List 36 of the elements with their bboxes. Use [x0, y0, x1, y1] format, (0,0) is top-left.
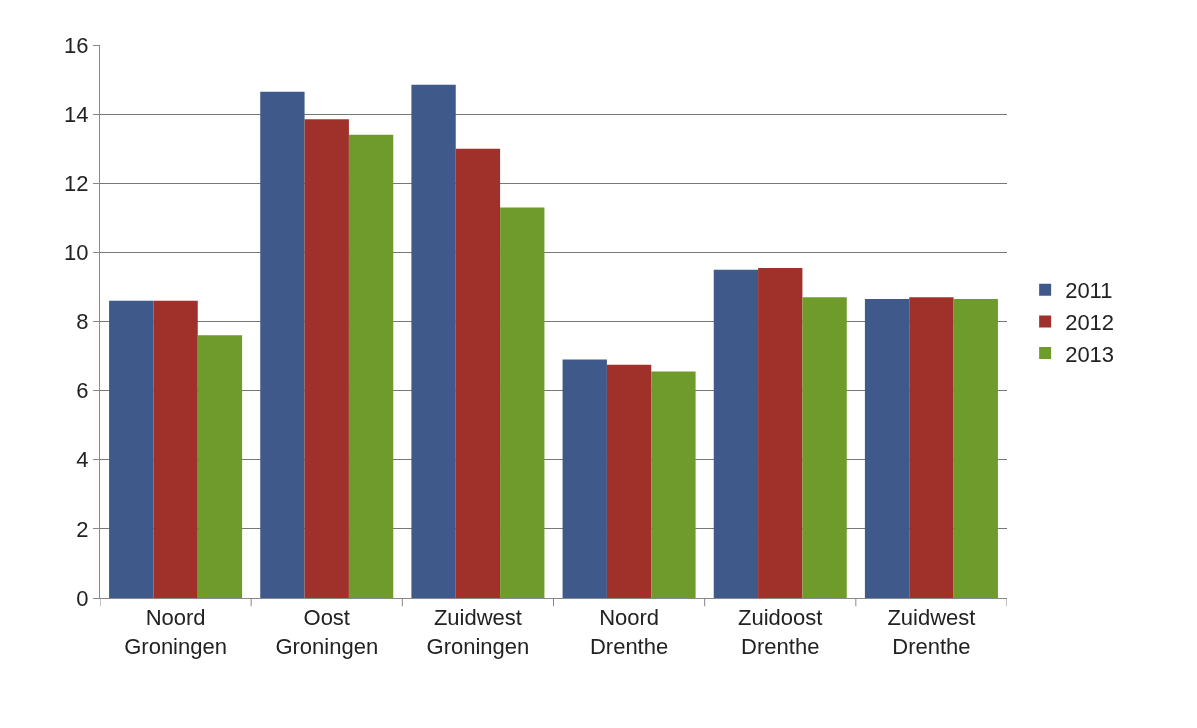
bar	[304, 119, 349, 598]
bar	[606, 364, 652, 598]
bar	[651, 371, 696, 598]
bar	[153, 300, 198, 598]
y-tick-label: 16	[64, 32, 89, 58]
bar	[713, 269, 759, 598]
x-tick-label: Noord Drenthe	[589, 605, 669, 659]
bar	[758, 267, 803, 598]
bar	[109, 300, 154, 598]
legend-label: 2013	[1065, 341, 1115, 367]
bar	[953, 299, 998, 598]
x-tick-label: Noord Groningen	[124, 605, 227, 659]
bar	[348, 134, 394, 598]
bar	[864, 299, 910, 598]
y-tick-label: 0	[76, 585, 89, 611]
y-tick-label: 2	[76, 516, 89, 542]
y-tick-label: 10	[64, 240, 89, 266]
bar	[411, 84, 456, 598]
bar	[500, 207, 545, 598]
y-tick-label: 4	[76, 447, 89, 473]
bar	[260, 91, 305, 598]
x-tick-label: Zuidwest Drenthe	[887, 605, 976, 659]
x-tick-label: Zuidwest Groningen	[426, 605, 530, 659]
y-tick-label: 8	[76, 309, 89, 335]
bar	[455, 148, 501, 598]
legend-label: 2012	[1065, 309, 1115, 335]
y-tick-label: 14	[64, 101, 89, 127]
y-tick-label: 6	[76, 378, 89, 404]
bar	[909, 297, 954, 598]
bar	[562, 359, 607, 598]
y-tick-label: 12	[64, 170, 89, 196]
bar	[197, 335, 243, 598]
legend-label: 2011	[1065, 278, 1113, 304]
x-tick-label: Zuidoost Drenthe	[738, 605, 823, 659]
x-tick-label: Oost Groningen	[275, 605, 379, 659]
bar	[802, 297, 847, 598]
